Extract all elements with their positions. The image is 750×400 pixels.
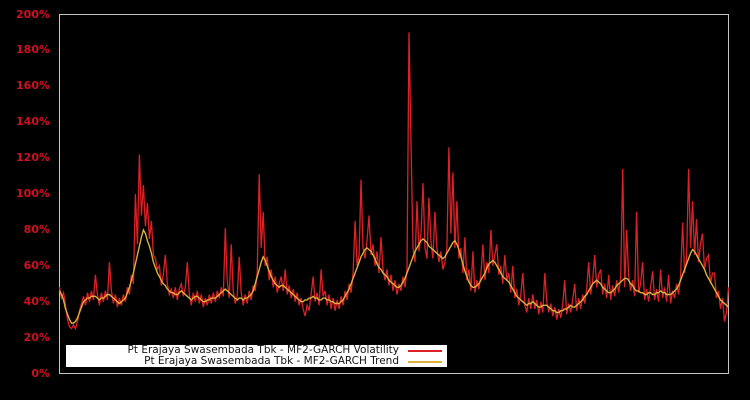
y-axis-tick-label: 20% [23, 330, 50, 344]
y-axis-tick-label: 100% [16, 187, 50, 200]
y-axis-tick-label: 160% [16, 79, 50, 93]
legend-label-volatility: Pt Erajaya Swasembada Tbk - MF2-GARCH Vo… [127, 344, 399, 356]
y-axis-tick-label: 180% [16, 43, 50, 57]
legend-item-trend: Pt Erajaya Swasembada Tbk - MF2-GARCH Tr… [70, 356, 442, 367]
legend-item-volatility: Pt Erajaya Swasembada Tbk - MF2-GARCH Vo… [70, 345, 442, 356]
y-axis-tick-label: 200% [16, 7, 50, 21]
y-axis-tick-label: 0% [31, 366, 50, 380]
y-axis-tick-label: 140% [16, 115, 50, 129]
legend-line-sample-trend [408, 360, 442, 363]
y-axis-tick-label: 60% [23, 258, 50, 272]
y-axis-tick-label: 80% [23, 222, 50, 236]
plot-border [59, 14, 729, 374]
legend-line-sample-volatility [408, 349, 442, 352]
series-lines [58, 32, 730, 331]
legend-label-trend: Pt Erajaya Swasembada Tbk - MF2-GARCH Tr… [144, 355, 399, 367]
legend: Pt Erajaya Swasembada Tbk - MF2-GARCH Vo… [66, 345, 447, 367]
y-axis-tick-label: 40% [23, 294, 50, 308]
y-axis-tick-label: 120% [16, 151, 50, 165]
trend-series-line [58, 228, 729, 324]
